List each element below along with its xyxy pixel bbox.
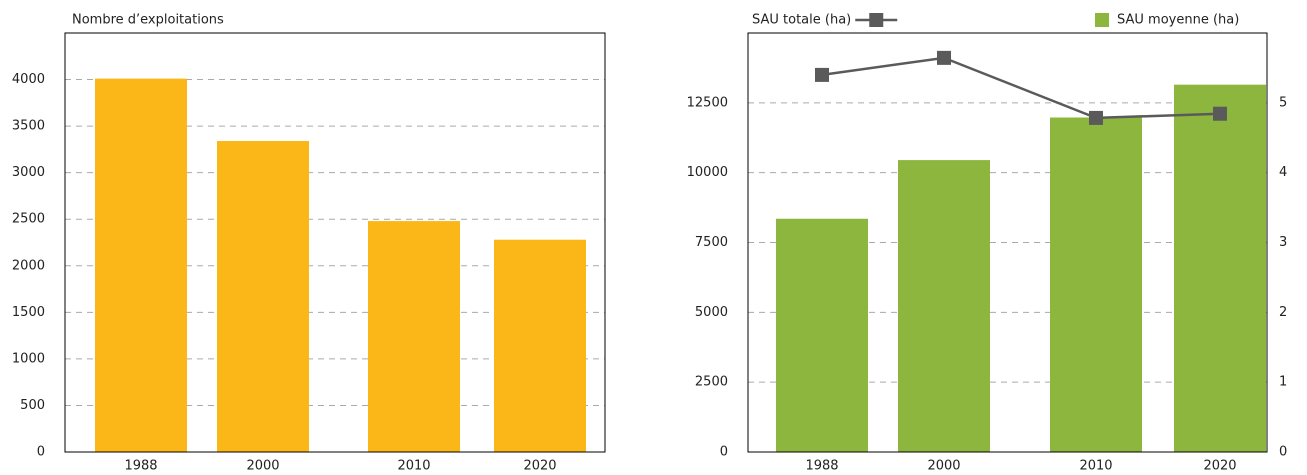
marker [1213,106,1227,121]
y2-tick-label: 0 [1279,445,1287,460]
y-tick-label: 2500 [695,375,728,390]
y-tick-label: 500 [20,398,45,413]
y-tick-label: 3500 [12,119,45,134]
y-tick-label: 2500 [12,212,45,227]
y-tick-label: 1000 [12,351,45,366]
marker [937,50,951,65]
y2-tick-label: 3 [1279,235,1287,250]
bar [776,218,868,452]
x-tick-label: 2010 [397,459,430,474]
y-tick-label: 0 [37,445,45,460]
x-tick-label: 2010 [1079,459,1112,474]
bar [898,160,990,452]
y-tick-label: 5000 [695,305,728,320]
x-tick-label: 1988 [805,459,838,474]
y-tick-label: 10000 [687,165,728,180]
line [821,56,1221,120]
bar [95,78,187,452]
y2-tick-label: 2 [1279,305,1287,320]
bar [217,141,309,452]
bar [494,239,586,452]
legend-label: SAU totale (ha) [752,13,851,28]
x-tick-label: 2020 [523,459,556,474]
x-tick-label: 2020 [1203,459,1236,474]
legend-marker [869,13,884,27]
y-tick-label: 2000 [12,258,45,273]
bar [1050,117,1142,452]
y-tick-label: 0 [720,445,728,460]
x-tick-label: 2000 [927,459,960,474]
y-tick-label: 7500 [695,235,728,250]
bar [1174,84,1266,452]
y-tick-label: 3000 [12,165,45,180]
marker [815,67,829,82]
y-tick-label: 12500 [687,95,728,110]
y2-tick-label: 1 [1279,375,1287,390]
y-tick-label: 1500 [12,305,45,320]
legend-swatch [1095,13,1109,27]
plot-frame [64,32,606,453]
bar [368,221,460,452]
y2-tick-label: 5 [1279,95,1287,110]
y-axis-title: Nombre d’exploitations [72,13,224,28]
y-tick-label: 4000 [12,72,45,87]
y2-tick-label: 4 [1279,165,1287,180]
legend-label: SAU moyenne (ha) [1117,13,1239,28]
marker [1089,110,1103,125]
x-tick-label: 2000 [246,459,279,474]
plot-frame [747,32,1268,453]
x-tick-label: 1988 [124,459,157,474]
